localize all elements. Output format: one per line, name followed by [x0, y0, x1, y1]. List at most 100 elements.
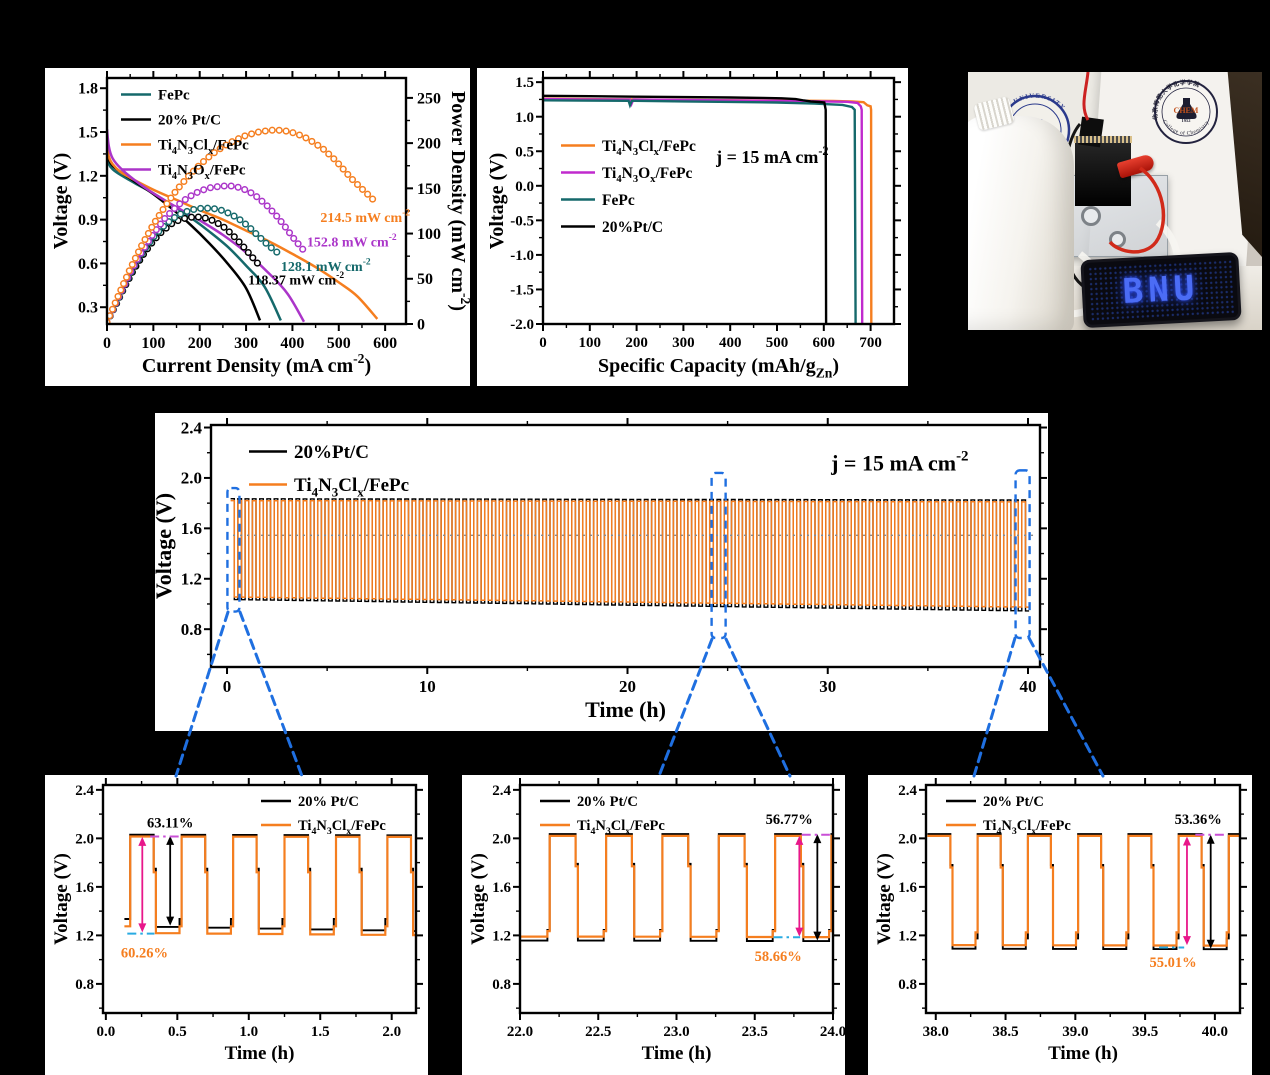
y-tick-label: -2.0 [510, 317, 534, 333]
x-tick-label: 22.0 [507, 1024, 533, 1040]
y-tick-label: -1.5 [510, 283, 534, 299]
annotation-text: 214.5 mW cm-2 [320, 209, 410, 226]
annotation-double-arrow [795, 835, 804, 937]
x-axis-label: Specific Capacity (mAh/gZn) [598, 355, 839, 381]
y-tick-label: 1.8 [78, 81, 98, 98]
series-Ti4N3Clx-zoom [520, 834, 833, 939]
axes: 0 100 200 300 400 500 600 0.3 0.6 0.9 1.2 1.5 1.8 0 50… [78, 71, 441, 352]
y-tick-label: 1.2 [78, 168, 98, 185]
y-tick-label: 0.8 [181, 620, 202, 639]
legend-label: 20% Pt/C [158, 113, 221, 129]
x-tick-label: 38.5 [992, 1024, 1018, 1040]
legend-label: Ti4N3Ox/FePc [602, 165, 693, 185]
plot-frame [101, 783, 418, 1015]
discharge-chart: 0 100 200 300 400 500 600 700 1.5 1.0 0.5 0.0 -0.5 -1… [486, 71, 901, 381]
x-tick-label: 40 [1019, 677, 1036, 696]
led-text: BNU [1121, 268, 1201, 312]
y-tick-label: 1.2 [492, 928, 511, 944]
seal-right-center-text: CHEM [1174, 106, 1199, 115]
x-tick-label: 38.0 [923, 1024, 949, 1040]
zoom-chart-38-40h: 38.0 38.5 39.0 39.5 40.0 0.8 1.2 1.6 2.0 2.4 Time … [874, 778, 1247, 1064]
annotation-double-arrow [813, 834, 822, 941]
y-tick-label: 2.4 [181, 418, 203, 437]
series-group [543, 94, 873, 324]
axes: 22.0 22.5 23.0 23.5 24.0 0.8 1.2 1.6 2.0 2.4 [492, 778, 845, 1040]
series-FePc [543, 99, 857, 324]
x-tick-label: 0 [103, 335, 111, 352]
series-group [124, 833, 416, 937]
legend-label: Ti4N3Clx/FePc [983, 818, 1071, 837]
y-tick-label: 0.8 [75, 977, 94, 993]
annotation-double-arrow [138, 836, 147, 933]
legend-label: 20% Pt/C [577, 794, 638, 810]
zoom-chart-22-24h: 22.0 22.5 23.0 23.5 24.0 0.8 1.2 1.6 2.0 2.4 Time … [468, 778, 845, 1064]
y-axis-label: Voltage (V) [874, 853, 895, 945]
series-PtC [543, 94, 828, 324]
annotation-double-arrow [1206, 834, 1215, 949]
legend-label: 20%Pt/C [294, 442, 369, 463]
plot-frame [924, 783, 1242, 1015]
series-Ti4N3Ox [543, 97, 864, 324]
plot-frame [105, 76, 408, 326]
y-axis-label: Voltage (V) [51, 853, 72, 945]
panel-discharge: 0 100 200 300 400 500 600 700 1.5 1.0 0.5 0.0 -0.5 -1… [477, 68, 908, 386]
zoom-region-box [710, 471, 727, 640]
y-tick-label: 1.0 [515, 110, 534, 126]
x-tick-label: 600 [373, 335, 397, 352]
y-axis-label: Voltage (V) [50, 153, 72, 249]
annotation-text: 60.26% [121, 945, 168, 961]
x-tick-label: 30 [819, 677, 836, 696]
x-tick-label: 22.5 [585, 1024, 611, 1040]
axes: 38.0 38.5 39.0 39.5 40.0 0.8 1.2 1.6 2.0 2.4 [898, 778, 1247, 1040]
x-tick-label: 700 [859, 335, 882, 351]
y-tick-label: 1.2 [75, 928, 94, 944]
x-tick-label: 1.5 [311, 1024, 330, 1040]
annotation-text: 118.37 mW cm-2 [248, 271, 344, 288]
y-tick-label: 0.3 [78, 300, 98, 317]
legend: 20% Pt/C Ti4N3Clx/FePc [261, 794, 386, 837]
annotation-text: 152.8 mW cm-2 [307, 233, 397, 250]
x-tick-label: 0 [539, 335, 547, 351]
electrolyte-bottle [968, 116, 1074, 330]
x-tick-label: 200 [625, 335, 648, 351]
red-wire-loop [1108, 166, 1166, 254]
x-tick-label: 20 [619, 677, 636, 696]
y-tick-label: 2.0 [898, 831, 917, 847]
legend-label: Ti4N3Clx/FePc [577, 818, 665, 837]
x-tick-label: 0.5 [168, 1024, 187, 1040]
panel-cell-photo: NORMAL UNIVERSITY CHEM 1952 北京师范大学化学学院 C… [968, 72, 1262, 330]
zoom-region-box [226, 486, 241, 613]
y-tick-label: 2.4 [492, 783, 511, 799]
seal-right-year: 1952 [1182, 118, 1192, 123]
x-tick-label: 600 [813, 335, 836, 351]
annotation-text: j = 15 mA cm-2 [715, 144, 828, 167]
y-axis-label: Voltage (V) [468, 853, 489, 945]
y-tick-label: 1.6 [492, 880, 511, 896]
x-tick-label: 100 [141, 335, 165, 352]
y-tick-label: 1.2 [181, 570, 202, 589]
series-group [927, 833, 1240, 951]
panel-zoom-38-40h: 38.0 38.5 39.0 39.5 40.0 0.8 1.2 1.6 2.0 2.4 Time … [868, 775, 1252, 1075]
x-tick-label: 400 [280, 335, 304, 352]
seal-right-flask-icon [1176, 98, 1197, 119]
y-tick-label: 2.4 [898, 783, 917, 799]
legend: 20% Pt/C Ti4N3Clx/FePc [540, 794, 665, 837]
y2-tick-label: 50 [417, 271, 433, 288]
x-tick-label: 40.0 [1202, 1024, 1228, 1040]
annotation-text: 63.11% [147, 816, 193, 832]
x-tick-label: 24.0 [820, 1024, 845, 1040]
y-tick-label: 2.0 [75, 831, 94, 847]
legend: 20% Pt/C Ti4N3Clx/FePc [946, 794, 1071, 837]
x-axis-label: Current Density (mA cm-2) [142, 351, 371, 377]
y-axis-label: Voltage (V) [155, 493, 176, 599]
legend-label: FePc [158, 88, 190, 104]
x-tick-label: 0 [223, 677, 232, 696]
plot-frame [541, 76, 896, 326]
y2-tick-label: 100 [417, 226, 441, 243]
legend: 20%Pt/C Ti4N3Clx/FePc [249, 442, 409, 499]
x-tick-label: 100 [579, 335, 602, 351]
cell-fitting [1081, 206, 1101, 226]
y-tick-label: 2.0 [181, 469, 202, 488]
legend-label: Ti4N3Clx/FePc [294, 475, 409, 499]
y-tick-label: 0.6 [78, 256, 98, 273]
